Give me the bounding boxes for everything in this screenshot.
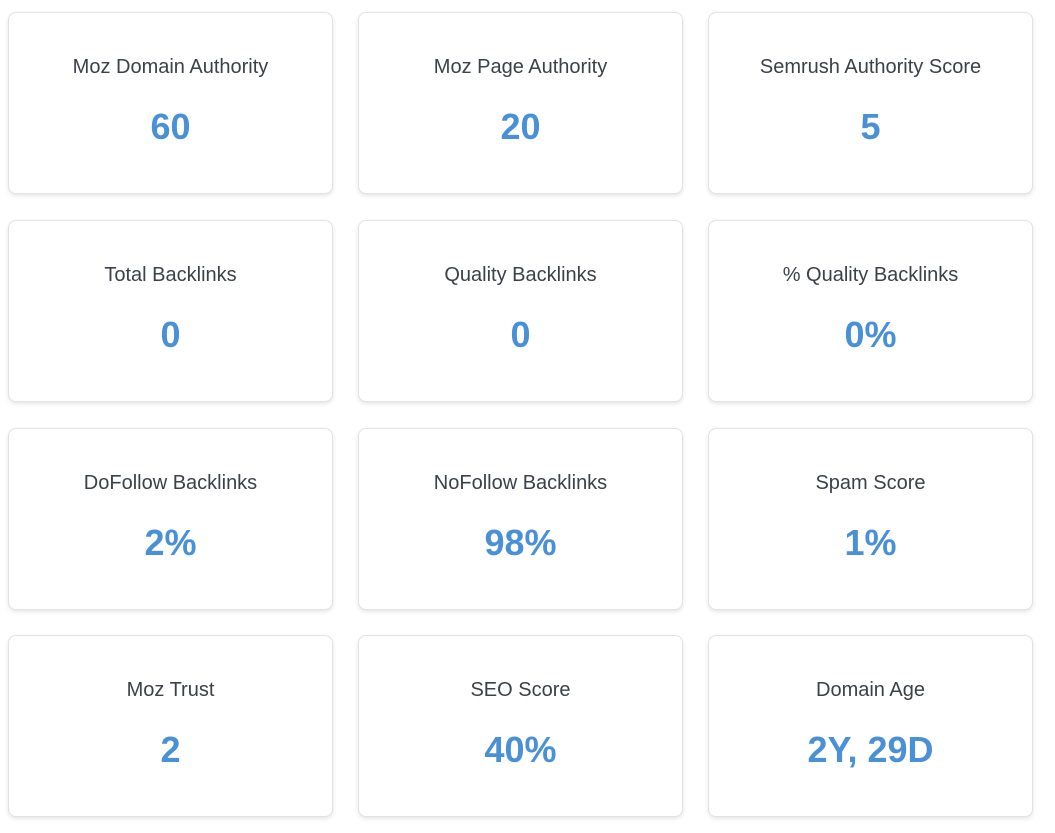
metric-card-seo-score: SEO Score 40%	[358, 635, 683, 817]
metric-card-semrush-authority-score: Semrush Authority Score 5	[708, 12, 1033, 194]
metric-value: 5	[860, 106, 881, 147]
metric-label: Moz Page Authority	[433, 56, 608, 78]
metric-value: 0	[510, 314, 531, 355]
metric-label: % Quality Backlinks	[782, 264, 959, 286]
metric-label: Total Backlinks	[104, 264, 237, 286]
metric-card-nofollow-backlinks: NoFollow Backlinks 98%	[358, 428, 683, 610]
metric-card-moz-domain-authority: Moz Domain Authority 60	[8, 12, 333, 194]
metric-label: Moz Domain Authority	[72, 56, 269, 78]
metric-value: 2%	[144, 522, 197, 563]
metric-card-dofollow-backlinks: DoFollow Backlinks 2%	[8, 428, 333, 610]
metric-value: 2	[160, 729, 181, 770]
metric-label: NoFollow Backlinks	[433, 472, 608, 494]
metric-label: Quality Backlinks	[444, 264, 597, 286]
metric-card-quality-backlinks: Quality Backlinks 0	[358, 220, 683, 402]
metric-card-spam-score: Spam Score 1%	[708, 428, 1033, 610]
metric-value: 2Y, 29D	[807, 729, 934, 770]
metric-value: 0%	[844, 314, 897, 355]
metric-card-domain-age: Domain Age 2Y, 29D	[708, 635, 1033, 817]
metric-label: Semrush Authority Score	[759, 56, 982, 78]
metric-card-moz-page-authority: Moz Page Authority 20	[358, 12, 683, 194]
metric-card-percent-quality-backlinks: % Quality Backlinks 0%	[708, 220, 1033, 402]
metric-card-moz-trust: Moz Trust 2	[8, 635, 333, 817]
metric-value: 20	[500, 106, 541, 147]
metric-value: 0	[160, 314, 181, 355]
metric-value: 40%	[484, 729, 557, 770]
metric-label: SEO Score	[470, 679, 571, 701]
metric-label: Domain Age	[816, 679, 925, 701]
metric-card-total-backlinks: Total Backlinks 0	[8, 220, 333, 402]
metric-value: 98%	[484, 522, 557, 563]
metric-value: 60	[150, 106, 191, 147]
metric-label: DoFollow Backlinks	[83, 472, 258, 494]
metric-label: Moz Trust	[126, 679, 215, 701]
metric-label: Spam Score	[815, 472, 926, 494]
metric-value: 1%	[844, 522, 897, 563]
